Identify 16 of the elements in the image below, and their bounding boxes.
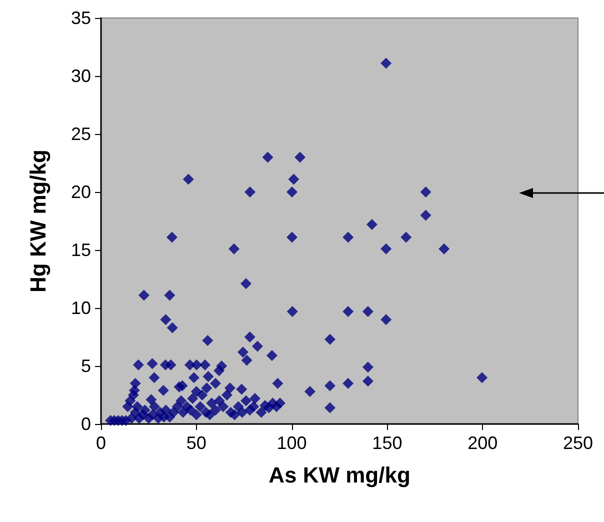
x-tick-label: 200 (468, 433, 498, 453)
y-tick-label: 20 (70, 182, 91, 202)
x-tick-label: 50 (186, 433, 206, 453)
x-axis-title: As KW mg/kg (268, 462, 410, 488)
y-tick-label: 0 (80, 414, 91, 434)
x-tick-label: 0 (96, 433, 106, 453)
y-axis-title: Hg KW mg/kg (26, 150, 50, 292)
y-tick-label: 15 (70, 240, 91, 260)
y-tick-label: 10 (70, 298, 91, 318)
x-tick-label: 100 (276, 433, 307, 453)
y-tick-label: 35 (70, 8, 91, 28)
x-tick-label: 150 (372, 433, 402, 453)
y-tick-label: 5 (80, 356, 91, 376)
y-tick-label: 30 (70, 66, 91, 86)
x-tick-label: 250 (562, 433, 594, 453)
y-tick-label: 25 (70, 124, 91, 144)
